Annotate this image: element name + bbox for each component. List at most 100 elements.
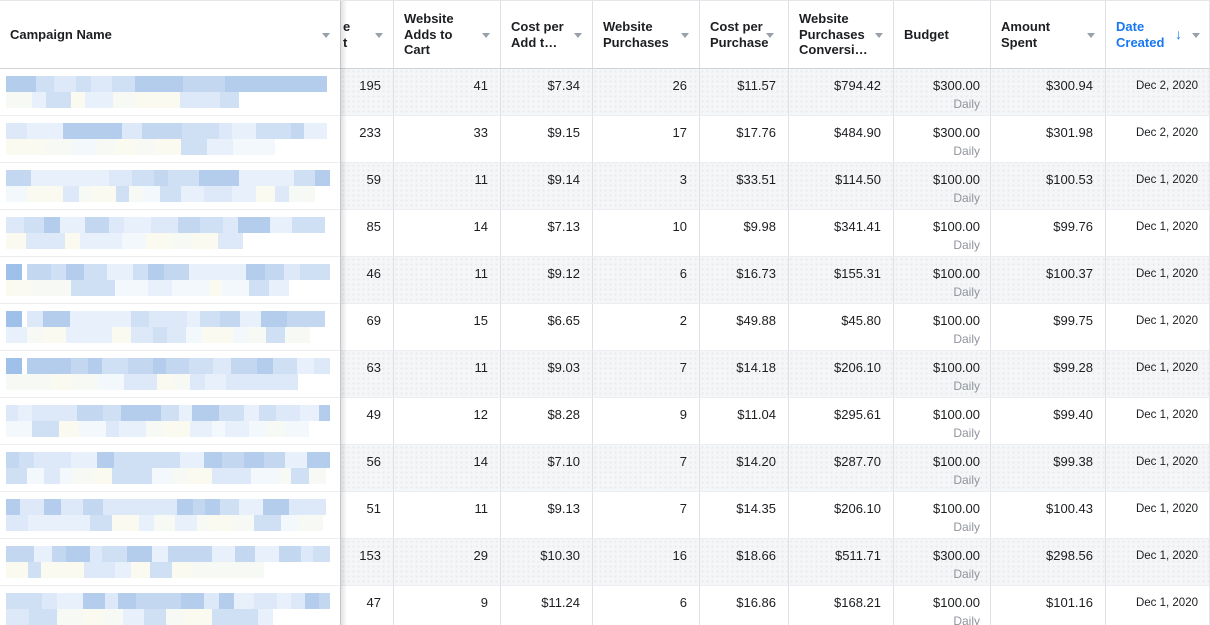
redacted-block xyxy=(189,358,213,374)
budget-interval-label: Daily xyxy=(953,473,980,487)
campaign-name-cell[interactable] xyxy=(0,210,340,256)
chevron-down-icon[interactable] xyxy=(1192,32,1200,38)
redacted-campaign-name[interactable] xyxy=(6,264,330,296)
column-header-website-adds-to-cart[interactable]: Website Adds to Cart xyxy=(393,1,500,69)
website-purchases-cell: 17 xyxy=(592,116,699,162)
cost-per-purchase-cell: $14.20 xyxy=(699,445,788,491)
redacted-campaign-name[interactable] xyxy=(6,546,330,578)
redacted-campaign-name[interactable] xyxy=(6,452,330,484)
sort-descending-arrow-icon[interactable]: ↓ xyxy=(1175,25,1182,42)
redacted-block xyxy=(158,92,180,108)
redacted-block xyxy=(154,139,181,155)
redacted-block xyxy=(117,593,137,609)
redacted-block xyxy=(208,515,233,531)
redacted-block xyxy=(112,92,136,108)
campaign-name-cell[interactable] xyxy=(0,539,340,585)
redacted-block xyxy=(196,515,209,531)
redacted-block xyxy=(61,499,84,515)
column-header-website-purchases[interactable]: Website Purchases xyxy=(592,1,699,69)
redacted-block xyxy=(159,186,182,202)
redacted-campaign-name[interactable] xyxy=(6,123,330,155)
redacted-block xyxy=(41,562,67,578)
chevron-down-icon[interactable] xyxy=(574,32,582,38)
redacted-block xyxy=(24,217,44,233)
redacted-block xyxy=(130,562,151,578)
redacted-block xyxy=(141,452,154,468)
chevron-down-icon[interactable] xyxy=(1087,32,1095,38)
chevron-down-icon[interactable] xyxy=(322,32,330,38)
redacted-block xyxy=(28,562,41,578)
redacted-block xyxy=(156,593,181,609)
column-header-clipped-column[interactable]: e t xyxy=(340,1,393,69)
redacted-block xyxy=(27,264,51,280)
redacted-block xyxy=(6,546,34,562)
column-header-date-created[interactable]: Date Created ↓ xyxy=(1105,1,1210,69)
redacted-campaign-name[interactable] xyxy=(6,76,330,108)
redacted-campaign-name[interactable] xyxy=(6,170,330,202)
campaign-name-cell[interactable] xyxy=(0,116,340,162)
redacted-block xyxy=(170,76,184,92)
column-header-label: Cost per Add t… xyxy=(511,18,564,50)
chevron-down-icon[interactable] xyxy=(375,32,383,38)
redacted-block xyxy=(6,405,18,421)
website-purchases-cell: 26 xyxy=(592,69,699,115)
campaign-name-cell[interactable] xyxy=(0,445,340,491)
campaign-name-cell[interactable] xyxy=(0,586,340,625)
chevron-down-icon[interactable] xyxy=(681,32,689,38)
table-row: 56 14 $7.10 7 $14.20 $287.70 $100.00 Daily $99.3… xyxy=(0,445,1210,492)
redacted-text-line xyxy=(6,421,330,437)
website-purchases-cell: 10 xyxy=(592,210,699,256)
campaign-name-cell[interactable] xyxy=(0,257,340,303)
column-header-campaign-name[interactable]: Campaign Name xyxy=(0,1,340,69)
redacted-block xyxy=(192,405,220,421)
redacted-block xyxy=(48,515,66,531)
amount-spent-cell: $99.38 xyxy=(990,445,1105,491)
redacted-campaign-name[interactable] xyxy=(6,311,330,343)
chevron-down-icon[interactable] xyxy=(766,32,774,38)
redacted-block xyxy=(92,186,116,202)
campaign-name-cell[interactable] xyxy=(0,304,340,350)
redacted-block xyxy=(246,327,267,343)
column-header-amount-spent[interactable]: Amount Spent xyxy=(990,1,1105,69)
redacted-block xyxy=(46,92,71,108)
cost-per-add-to-cart-cell: $11.24 xyxy=(500,586,592,625)
chevron-down-icon[interactable] xyxy=(482,32,490,38)
redacted-block xyxy=(178,217,200,233)
redacted-campaign-name[interactable] xyxy=(6,405,330,437)
redacted-campaign-name[interactable] xyxy=(6,593,330,625)
cost-per-add-to-cart-cell: $7.34 xyxy=(500,69,592,115)
redacted-block xyxy=(299,264,320,280)
table-header-row: Campaign Name e t Website Adds to Cart Cos… xyxy=(0,1,1210,69)
redacted-campaign-name[interactable] xyxy=(6,217,330,249)
chevron-down-icon[interactable] xyxy=(875,32,883,38)
redacted-block xyxy=(86,327,112,343)
redacted-block xyxy=(128,358,154,374)
redacted-campaign-name[interactable] xyxy=(6,499,330,531)
table-row: 51 11 $9.13 7 $14.35 $206.10 $100.00 Daily $100.… xyxy=(0,492,1210,539)
redacted-block xyxy=(265,264,285,280)
redacted-campaign-name[interactable] xyxy=(6,358,330,390)
campaign-name-cell[interactable] xyxy=(0,351,340,397)
campaign-name-cell[interactable] xyxy=(0,492,340,538)
campaign-name-cell[interactable] xyxy=(0,69,340,115)
column-header-cost-per-add-to-cart[interactable]: Cost per Add t… xyxy=(500,1,592,69)
website-adds-to-cart-cell: 14 xyxy=(393,210,500,256)
campaign-name-cell[interactable] xyxy=(0,398,340,444)
redacted-block xyxy=(103,405,121,421)
column-header-cost-per-purchase[interactable]: Cost per Purchase xyxy=(699,1,788,69)
redacted-block xyxy=(70,374,98,390)
website-purchases-cell: 3 xyxy=(592,163,699,209)
redacted-block xyxy=(315,170,330,186)
clipped-metric-cell: 63 xyxy=(340,351,393,397)
column-header-website-purchases-conversion-value[interactable]: Website Purchases Conversi… xyxy=(788,1,893,69)
redacted-text-line xyxy=(6,123,330,139)
budget-cell: $300.00 Daily xyxy=(893,116,990,162)
redacted-block xyxy=(18,405,32,421)
redacted-block xyxy=(225,421,249,437)
redacted-text-line xyxy=(6,562,330,578)
campaign-name-cell[interactable] xyxy=(0,163,340,209)
budget-amount: $300.00 xyxy=(933,125,980,140)
redacted-block xyxy=(244,452,265,468)
amount-spent-cell: $298.56 xyxy=(990,539,1105,585)
date-created-cell: Dec 1, 2020 xyxy=(1105,586,1210,625)
